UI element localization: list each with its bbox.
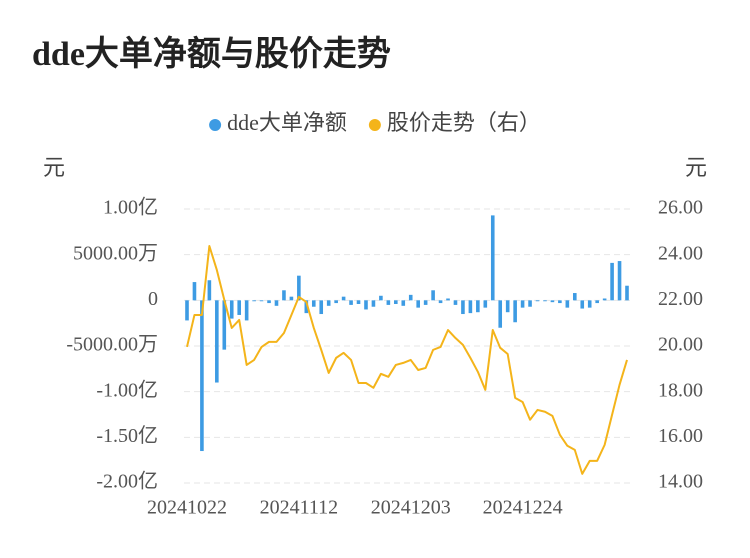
bar — [483, 300, 488, 308]
bar — [289, 296, 294, 301]
y-axis-unit: 元 — [43, 155, 65, 180]
legend-label: 股价走势（右） — [387, 110, 541, 135]
bar — [558, 300, 562, 304]
bar — [371, 300, 376, 307]
bar — [200, 300, 204, 452]
bar — [282, 290, 286, 301]
y-tick-label: 1.00亿 — [103, 196, 158, 219]
bar — [610, 262, 614, 301]
bar — [490, 215, 495, 301]
y-tick-label: -1.50亿 — [96, 424, 158, 447]
chart-title: dde大单净额与股价走势 — [32, 35, 391, 73]
y-tick-label: 5000.00万 — [73, 242, 158, 264]
legend-marker — [368, 119, 381, 131]
bar — [252, 300, 256, 302]
bar — [476, 300, 480, 313]
bar — [550, 300, 555, 303]
bar — [267, 300, 271, 304]
y-tick-label: -2.00亿 — [96, 470, 158, 493]
bar — [192, 282, 197, 301]
bar — [572, 293, 577, 301]
bar — [185, 300, 189, 321]
bar — [341, 296, 346, 301]
bar — [401, 300, 406, 306]
bar — [416, 300, 420, 308]
y-tick-label: -1.00亿 — [96, 378, 158, 401]
bar — [513, 300, 517, 323]
x-tick-label: 20241112 — [260, 497, 339, 519]
price-line — [186, 244, 628, 475]
bar — [237, 300, 242, 315]
bar — [386, 300, 391, 305]
bar — [311, 300, 316, 307]
bar — [334, 300, 338, 304]
y2-tick-label: 18.00 — [658, 379, 703, 401]
bar — [423, 300, 428, 305]
bar — [349, 300, 353, 305]
bar — [379, 295, 383, 301]
x-tick-label: 20241224 — [483, 497, 563, 519]
bar — [222, 300, 227, 350]
bar — [505, 300, 510, 313]
bar — [565, 300, 570, 308]
bar — [356, 300, 361, 304]
y2-tick-label: 16.00 — [658, 425, 703, 447]
y2-tick-label: 26.00 — [658, 197, 703, 219]
bar — [259, 300, 264, 302]
bar — [319, 300, 324, 315]
bar — [543, 300, 547, 302]
bar — [274, 300, 279, 306]
bar — [229, 300, 234, 319]
y2-tick-label: 20.00 — [658, 334, 703, 356]
bar — [304, 300, 309, 314]
bar — [207, 280, 212, 301]
bar — [244, 300, 249, 321]
bar — [528, 300, 532, 307]
bar — [625, 285, 629, 301]
bar — [595, 300, 599, 304]
bar — [431, 290, 435, 301]
bar — [461, 300, 465, 315]
bar — [364, 300, 368, 310]
legend-marker — [209, 119, 222, 131]
bar — [394, 300, 398, 304]
y2-tick-label: 22.00 — [658, 288, 703, 310]
y2-tick-label: 24.00 — [658, 242, 703, 264]
bar — [520, 300, 525, 308]
bar — [535, 300, 540, 302]
bar — [580, 300, 585, 309]
y-tick-label: 0 — [148, 288, 158, 310]
bar — [446, 298, 450, 301]
x-tick-label: 20241203 — [371, 497, 451, 519]
bar — [602, 298, 607, 301]
bar — [215, 300, 219, 383]
bar — [498, 300, 503, 328]
y2-tick-label: 14.00 — [658, 471, 703, 493]
y-tick-label: -5000.00万 — [66, 334, 158, 356]
bar — [587, 300, 592, 308]
bar — [438, 300, 443, 304]
bar — [453, 300, 458, 305]
bar — [326, 300, 331, 306]
bar — [617, 261, 622, 301]
y2-axis-unit: 元 — [685, 155, 707, 180]
bar — [468, 300, 473, 314]
bar — [408, 294, 413, 301]
x-tick-label: 20241022 — [147, 497, 227, 519]
bar — [297, 275, 301, 301]
legend-label: dde大单净额 — [227, 110, 347, 135]
